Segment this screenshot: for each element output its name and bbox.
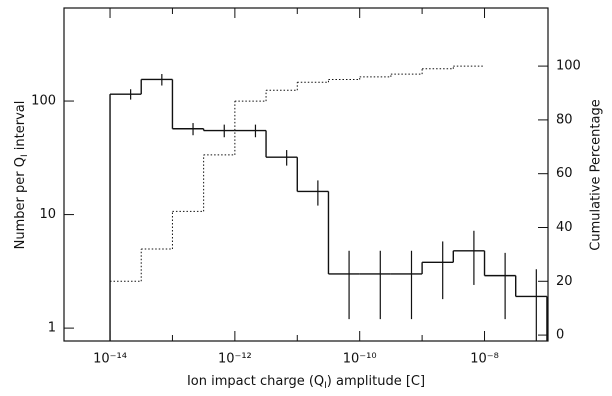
x-axis-label: Ion impact charge (QI) amplitude [C]	[187, 374, 425, 391]
y-label-part: Number per Q	[13, 157, 28, 249]
y2-tick-label: 0	[556, 328, 564, 343]
y2-tick-label: 100	[556, 59, 581, 74]
y2-tick-label: 20	[556, 274, 573, 289]
y2-axis-label: Cumulative Percentage	[589, 99, 604, 250]
x-tick-label: 10⁻¹⁰	[343, 352, 377, 367]
y2-tick-label: 80	[556, 112, 573, 127]
x-tick-label: 10⁻⁸	[470, 352, 499, 367]
y-tick-label: 1	[48, 321, 56, 336]
y-tick-label: 10	[39, 207, 56, 222]
x-label-part: ) amplitude [C]	[327, 374, 425, 389]
x-label-part: Ion impact charge (Q	[187, 374, 324, 389]
x-tick-label: 10⁻¹²	[218, 352, 252, 367]
y-label-part: interval	[13, 101, 28, 155]
y-tick-label: 100	[31, 94, 56, 109]
y2-tick-label: 60	[556, 166, 573, 181]
y-axis-label: Number per QI interval	[13, 101, 30, 250]
plot-frame	[63, 7, 549, 342]
x-tick-label: 10⁻¹⁴	[93, 352, 127, 367]
y-label-sub: I	[20, 154, 30, 157]
x-label-sub: I	[324, 381, 327, 391]
y2-tick-label: 40	[556, 220, 573, 235]
